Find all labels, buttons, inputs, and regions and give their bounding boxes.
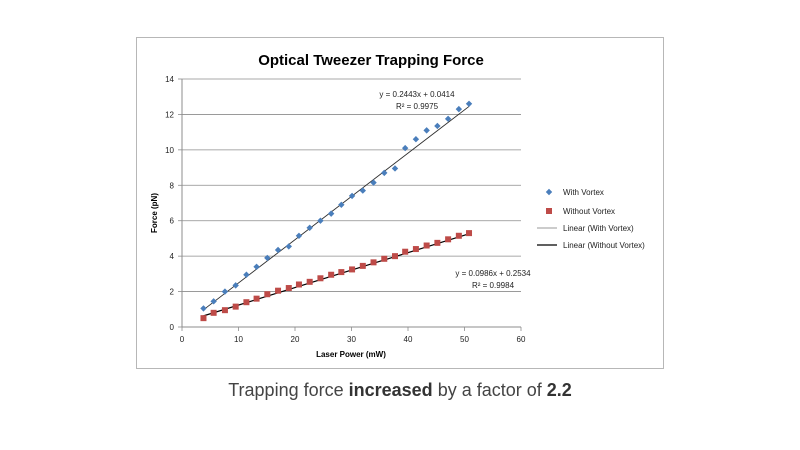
legend-linear-without-vortex-label: Linear (Without Vortex) xyxy=(563,241,645,250)
x-tick-label-60: 60 xyxy=(517,335,526,344)
point-without-vortex xyxy=(285,285,292,292)
x-tick-label-20: 20 xyxy=(291,335,300,344)
point-without-vortex xyxy=(455,232,462,239)
point-with-vortex xyxy=(210,298,217,305)
point-without-vortex xyxy=(423,242,430,249)
equation-with-vortex: y = 0.2443x + 0.0414 xyxy=(379,90,455,99)
point-with-vortex xyxy=(455,105,463,113)
x-axis-title: Laser Power (mW) xyxy=(316,350,386,359)
caption-bold-value: 2.2 xyxy=(546,380,572,400)
point-with-vortex xyxy=(295,232,303,239)
y-tick-label-6: 6 xyxy=(170,217,175,226)
point-with-vortex xyxy=(370,179,377,186)
point-without-vortex xyxy=(317,275,324,282)
point-without-vortex xyxy=(349,266,356,273)
grid-layer xyxy=(182,78,521,292)
point-without-vortex xyxy=(381,255,388,262)
point-with-vortex xyxy=(327,210,335,217)
y-tick-label-0: 0 xyxy=(170,323,175,332)
point-with-vortex xyxy=(444,115,452,123)
point-without-vortex xyxy=(466,230,473,237)
point-with-vortex xyxy=(423,127,430,134)
point-without-vortex xyxy=(445,236,452,243)
point-without-vortex xyxy=(328,271,335,278)
point-with-vortex xyxy=(359,187,366,194)
point-with-vortex xyxy=(200,305,207,312)
point-without-vortex xyxy=(412,246,419,253)
point-without-vortex xyxy=(243,299,250,306)
caption-text-before: Trapping force xyxy=(228,380,349,400)
point-without-vortex xyxy=(392,253,399,260)
point-with-vortex xyxy=(221,288,229,295)
point-with-vortex xyxy=(264,254,271,262)
point-with-vortex xyxy=(274,246,282,254)
equation-without-vortex: y = 0.0986x + 0.2534 xyxy=(455,269,531,278)
x-tick-label-30: 30 xyxy=(347,335,356,344)
point-with-vortex xyxy=(317,217,324,224)
caption-bold-word: increased xyxy=(348,380,433,400)
axes-layer: 0 2 4 6 8 10 12 14 0 10 20 30 40 50 60 xyxy=(165,75,526,344)
point-without-vortex xyxy=(253,295,260,302)
point-with-vortex xyxy=(253,263,260,270)
x-tick-label-50: 50 xyxy=(460,335,469,344)
point-with-vortex xyxy=(465,100,473,107)
x-tick-label-40: 40 xyxy=(404,335,413,344)
r-squared-with-vortex: R² = 0.9975 xyxy=(396,102,439,111)
y-tick-label-8: 8 xyxy=(170,181,175,190)
legend-without-vortex-label: Without Vortex xyxy=(563,207,615,216)
legend: With Vortex Without Vortex Linear (With Vo… xyxy=(537,188,645,250)
point-without-vortex xyxy=(434,239,441,246)
point-without-vortex xyxy=(221,307,228,314)
point-with-vortex xyxy=(243,271,250,278)
legend-linear-with-vortex-label: Linear (With Vortex) xyxy=(563,224,634,233)
point-without-vortex xyxy=(264,291,271,298)
y-tick-label-10: 10 xyxy=(165,146,174,155)
point-without-vortex xyxy=(275,287,282,294)
point-with-vortex xyxy=(338,201,345,208)
legend-with-vortex-label: With Vortex xyxy=(563,188,604,197)
x-tick-label-0: 0 xyxy=(180,335,185,344)
caption-text-middle: by a factor of xyxy=(432,380,547,400)
point-with-vortex xyxy=(381,169,388,177)
chart-frame: Optical Tweezer Trapping Force 0 2 4 6 8 10 12… xyxy=(136,37,664,369)
point-with-vortex xyxy=(285,243,292,250)
point-without-vortex xyxy=(295,281,302,288)
point-with-vortex xyxy=(401,144,409,152)
point-with-vortex xyxy=(232,282,239,289)
x-tick-label-10: 10 xyxy=(234,335,243,344)
legend-with-vortex-marker xyxy=(545,188,553,196)
point-without-vortex xyxy=(359,262,366,269)
point-without-vortex xyxy=(232,303,239,310)
point-with-vortex xyxy=(391,165,399,172)
y-tick-label-4: 4 xyxy=(170,252,175,261)
point-without-vortex xyxy=(200,315,207,322)
legend-without-vortex-marker xyxy=(546,208,552,214)
y-tick-label-2: 2 xyxy=(170,288,175,297)
y-axis-title: Force (pN) xyxy=(150,193,159,233)
labels-layer: y = 0.2443x + 0.0414 R² = 0.9975 y = 0.098… xyxy=(379,90,531,290)
point-with-vortex xyxy=(434,122,441,130)
r-squared-without-vortex: R² = 0.9984 xyxy=(472,281,515,290)
points-layer xyxy=(200,100,473,322)
point-without-vortex xyxy=(402,248,409,255)
caption: Trapping force increased by a factor of … xyxy=(0,380,800,401)
point-without-vortex xyxy=(306,278,313,285)
trendline-with-vortex xyxy=(203,106,470,311)
point-with-vortex xyxy=(306,224,313,231)
trend-layer xyxy=(203,106,470,317)
point-without-vortex xyxy=(338,269,345,276)
y-tick-label-12: 12 xyxy=(165,110,174,119)
chart-title: Optical Tweezer Trapping Force xyxy=(258,52,484,69)
chart-svg: Optical Tweezer Trapping Force 0 2 4 6 8 10 12… xyxy=(150,52,645,359)
point-without-vortex xyxy=(370,259,377,266)
y-tick-label-14: 14 xyxy=(165,75,174,84)
point-without-vortex xyxy=(210,309,217,316)
point-with-vortex xyxy=(412,136,420,143)
point-with-vortex xyxy=(348,192,356,200)
